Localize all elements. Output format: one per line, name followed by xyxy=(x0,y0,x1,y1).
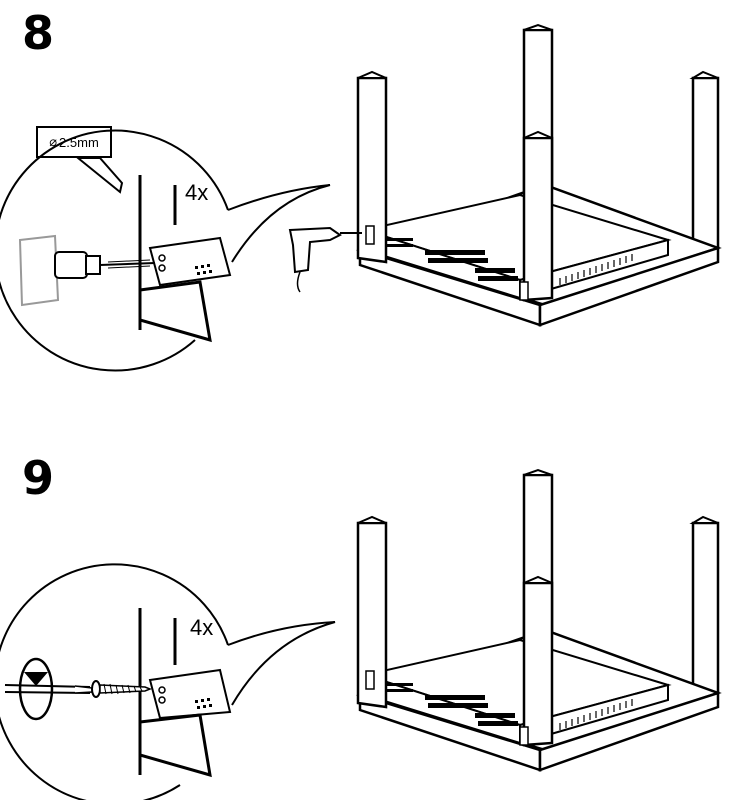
screw-icon xyxy=(4,680,153,698)
clockwise-rotation-icon xyxy=(18,657,54,721)
diameter-symbol: ⌀ xyxy=(49,134,58,149)
step-8-number: 8 xyxy=(22,6,55,60)
drill-size-text: 2.5mm xyxy=(59,134,99,150)
power-drill-icon xyxy=(18,234,156,307)
step-8-detail-view xyxy=(0,129,331,372)
step-9-number: 9 xyxy=(22,451,55,505)
step-9-detail-view xyxy=(0,563,336,800)
table-with-switch-step-9 xyxy=(356,468,720,772)
label-pointer xyxy=(75,157,124,194)
power-drill-small-icon xyxy=(288,226,362,293)
table-with-switch-step-8 xyxy=(356,23,720,327)
step-9-count: 4x xyxy=(190,615,214,640)
step-8-count: 4x xyxy=(185,180,209,205)
drill-bit-spec-label: ⌀ 2.5mm xyxy=(36,126,112,158)
